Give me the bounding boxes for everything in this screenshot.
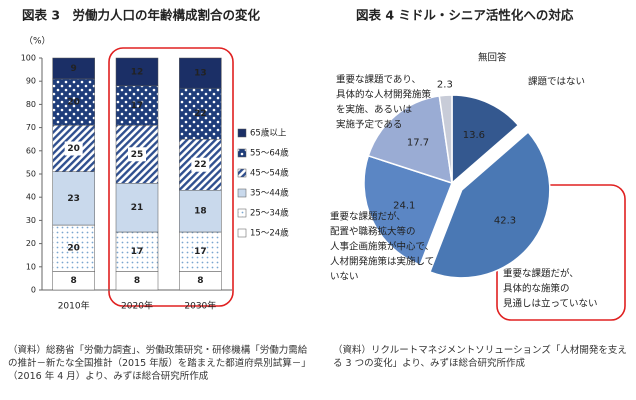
chart-title: 図表 4 ミドル・シニア活性化への対応	[356, 8, 574, 23]
category-label: 無回答	[478, 52, 507, 64]
value-label: 8	[134, 276, 140, 286]
legend-label: 55〜64歳	[250, 148, 289, 159]
value-label: 18	[194, 207, 207, 217]
legend-label: 15〜24歳	[250, 228, 289, 239]
y-tick-label: 50	[26, 170, 36, 179]
bar-segment	[52, 224, 95, 272]
highlight	[108, 47, 234, 307]
bar-segment	[115, 183, 159, 233]
y-tick-label: 100	[21, 54, 36, 63]
category-label: 重要な課題だが、	[330, 211, 406, 223]
value-label: 8	[71, 276, 77, 286]
value-label: 13.6	[463, 130, 485, 141]
value-label: 12	[131, 67, 144, 77]
value-label: 22	[194, 109, 207, 119]
label-box	[128, 147, 146, 162]
value-label: 13	[194, 69, 207, 79]
value-label: 17	[194, 247, 207, 257]
bar-segment	[52, 171, 95, 226]
value-label: 20	[67, 144, 80, 154]
legend-label: 65歳以上	[250, 128, 287, 139]
category-label: を実施、あるいは	[336, 104, 413, 116]
value-label: 24.1	[393, 201, 415, 212]
category-label: 具体的な人材開発施策	[336, 89, 432, 101]
category-label: 見通しは立っていない	[503, 298, 598, 310]
x-tick-label: 2020年	[121, 300, 153, 312]
value-label: 25	[131, 150, 144, 160]
value-label: 23	[67, 194, 80, 204]
source-note: （資料）総務省「労働力調査」、労働政策研究・研修機構「労働力需給の推計－新たな全…	[8, 345, 311, 382]
value-label: 21	[131, 203, 144, 213]
y-tick-label: 40	[26, 193, 36, 202]
value-label: 17	[131, 247, 144, 257]
category-label: 重要な課題であり、	[336, 74, 421, 86]
pie-slice	[451, 94, 520, 185]
value-label: 42.3	[494, 215, 516, 226]
bar-segment	[179, 231, 222, 272]
legend-swatch	[237, 168, 247, 178]
pie-slice	[367, 95, 453, 185]
y-tick-label: 60	[26, 146, 36, 155]
legend-swatch	[237, 128, 247, 138]
value-label: 8	[197, 276, 203, 286]
pie-slice	[428, 131, 551, 279]
value-label: 9	[71, 64, 77, 74]
bar-segment	[52, 57, 95, 80]
category-label: 人事企画施策が中心で、	[330, 241, 434, 253]
bar-segment	[115, 231, 159, 272]
label-box	[191, 157, 210, 172]
bar-segment	[179, 189, 222, 233]
category-label: 人材開発施策は実施して	[330, 256, 434, 268]
bar-segment	[52, 78, 95, 126]
y-tick-label: 90	[26, 77, 36, 86]
bar-segment	[179, 57, 222, 89]
value-label: 20	[67, 244, 80, 254]
value-label: 17.7	[407, 138, 429, 149]
source-note: （資料）リクルートマネジメントソリューションズ「人材開発を支える 3 つの変化」…	[333, 345, 627, 369]
chart-title: 図表 3 労働力人口の年齢構成割合の変化	[22, 8, 261, 23]
category-label: 配置や職務拡大等の	[330, 226, 416, 238]
category-label: 具体的な施策の	[503, 283, 570, 295]
bar-segment	[115, 57, 159, 87]
legend-swatch	[237, 148, 247, 158]
legend-label: 25〜34歳	[250, 208, 289, 219]
value-label: 17	[131, 101, 144, 111]
y-tick-label: 0	[31, 286, 36, 295]
category-label: 課題ではない	[528, 76, 585, 88]
category-label: いない	[330, 272, 359, 283]
legend-label: 35〜44歳	[250, 188, 289, 199]
y-tick-label: 10	[26, 262, 36, 271]
y-tick-label: 80	[26, 100, 36, 109]
legend-swatch	[237, 188, 247, 198]
bar-segment	[115, 85, 159, 126]
y-tick-label: 70	[26, 123, 36, 132]
legend-swatch	[237, 228, 247, 238]
x-tick-label: 2030年	[184, 300, 216, 312]
x-tick-label: 2010年	[58, 300, 90, 312]
y-axis-label: （%）	[24, 36, 51, 47]
legend-swatch	[237, 208, 247, 218]
value-label: 22	[194, 160, 207, 170]
y-tick-label: 30	[26, 216, 36, 225]
legend-label: 45〜54歳	[250, 168, 289, 179]
pie-slice	[363, 154, 453, 266]
category-label: 実施予定である	[336, 119, 402, 131]
category-label: 重要な課題だが、	[503, 268, 579, 280]
value-label: 20	[67, 98, 80, 108]
bar-segment	[179, 87, 222, 140]
label-box	[64, 141, 83, 156]
y-tick-label: 20	[26, 239, 36, 248]
pie-slice	[438, 94, 453, 184]
value-label: 2.3	[437, 80, 453, 91]
